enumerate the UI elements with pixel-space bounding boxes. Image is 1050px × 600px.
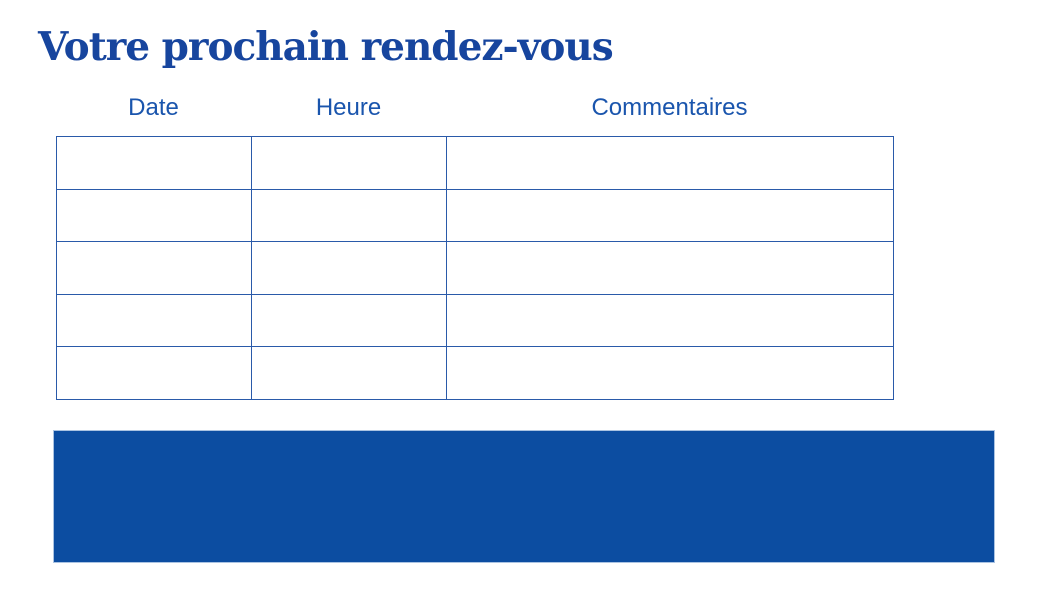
table-row [56, 346, 894, 400]
table-cell[interactable] [56, 293, 252, 348]
table-header-row: Date Heure Commentaires [56, 94, 893, 122]
table-cell[interactable] [56, 241, 252, 295]
table-row [56, 241, 894, 295]
table-cell[interactable] [446, 188, 894, 243]
table-cell[interactable] [446, 346, 894, 400]
table-cell[interactable] [446, 241, 894, 295]
column-header-date: Date [128, 94, 179, 121]
table-cell[interactable] [56, 136, 252, 190]
page-title: Votre prochain rendez-vous [38, 24, 614, 70]
appointments-table [56, 136, 894, 400]
table-cell[interactable] [251, 188, 447, 243]
table-body [56, 136, 894, 400]
table-cell[interactable] [56, 188, 252, 243]
table-cell[interactable] [446, 136, 894, 190]
table-row [56, 293, 894, 348]
table-cell[interactable] [251, 241, 447, 295]
column-header-commentaires: Commentaires [591, 94, 748, 121]
table-row [56, 188, 894, 243]
bottom-banner-shape [53, 430, 995, 563]
table-cell[interactable] [446, 293, 894, 348]
table-cell[interactable] [56, 346, 252, 400]
table-row [56, 136, 894, 190]
table-cell[interactable] [251, 346, 447, 400]
column-header-heure: Heure [315, 94, 382, 121]
table-cell[interactable] [251, 293, 447, 348]
table-cell[interactable] [251, 136, 447, 190]
